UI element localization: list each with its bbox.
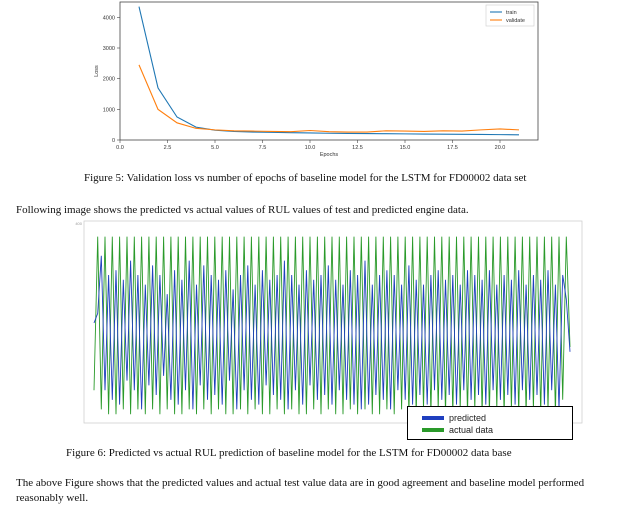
y-tick-label: 4000 bbox=[103, 15, 115, 21]
figure6-plot-frame bbox=[83, 220, 583, 424]
y-tick-label: 1000 bbox=[103, 107, 115, 113]
x-tick-label: 7.5 bbox=[259, 145, 267, 151]
figure6-rul-chart: 400 bbox=[75, 220, 583, 424]
x-tick-label: 10.0 bbox=[305, 145, 316, 151]
y-tick-label: 0 bbox=[112, 138, 115, 144]
y-tick-label: 3000 bbox=[103, 46, 115, 52]
x-tick-label: 2.5 bbox=[164, 145, 172, 151]
figure6-legend: predicted actual data bbox=[407, 406, 573, 440]
legend-label-validate: validate bbox=[506, 18, 525, 24]
intro-paragraph: Following image shows the predicted vs a… bbox=[16, 204, 469, 216]
series-line-actual-data bbox=[93, 236, 571, 415]
y-tick-label: 2000 bbox=[103, 77, 115, 83]
figure6-axes: 400 bbox=[75, 220, 583, 424]
y-tick-label: 400 bbox=[75, 221, 82, 226]
figure6-caption: Figure 6: Predicted vs actual RUL predic… bbox=[66, 447, 512, 459]
x-tick-label: 17.5 bbox=[447, 145, 458, 151]
x-tick-label: 5.0 bbox=[211, 145, 219, 151]
figure6-series-lines bbox=[93, 236, 571, 415]
figure5-caption: Figure 5: Validation loss vs number of e… bbox=[84, 172, 527, 184]
series-line-validate bbox=[138, 64, 520, 133]
figure5-legend: train validate bbox=[485, 4, 535, 27]
figure5-loss-chart: 0.0 2.5 5.0 7.5 10.0 12.5 15.0 17.5 20.0 0 1000 200… bbox=[94, 1, 539, 158]
figure5-plot-frame bbox=[119, 1, 539, 141]
series-line-predicted bbox=[93, 255, 571, 410]
y-axis-label: Loss bbox=[94, 65, 100, 77]
legend-label-train: train bbox=[506, 10, 517, 16]
legend-item-actual: actual data bbox=[422, 424, 493, 436]
legend-swatch-actual bbox=[422, 428, 444, 432]
figure5-axes: 0.0 2.5 5.0 7.5 10.0 12.5 15.0 17.5 20.0 0 1000 200… bbox=[94, 1, 539, 158]
series-line-train bbox=[138, 6, 520, 136]
conclusion-paragraph: The above Figure shows that the predicte… bbox=[16, 477, 585, 504]
legend-label-predicted: predicted bbox=[449, 413, 487, 423]
legend-item-predicted: predicted bbox=[422, 412, 486, 424]
x-tick-label: 12.5 bbox=[352, 145, 363, 151]
legend-swatch-predicted bbox=[422, 416, 444, 420]
x-tick-label: 0.0 bbox=[116, 145, 124, 151]
x-tick-label: 20.0 bbox=[495, 145, 506, 151]
figure5-legend-box bbox=[485, 4, 535, 27]
x-axis-label: Epochs bbox=[320, 152, 339, 158]
legend-label-actual: actual data bbox=[449, 425, 494, 435]
x-tick-label: 15.0 bbox=[400, 145, 411, 151]
figure5-series-lines bbox=[138, 6, 520, 136]
